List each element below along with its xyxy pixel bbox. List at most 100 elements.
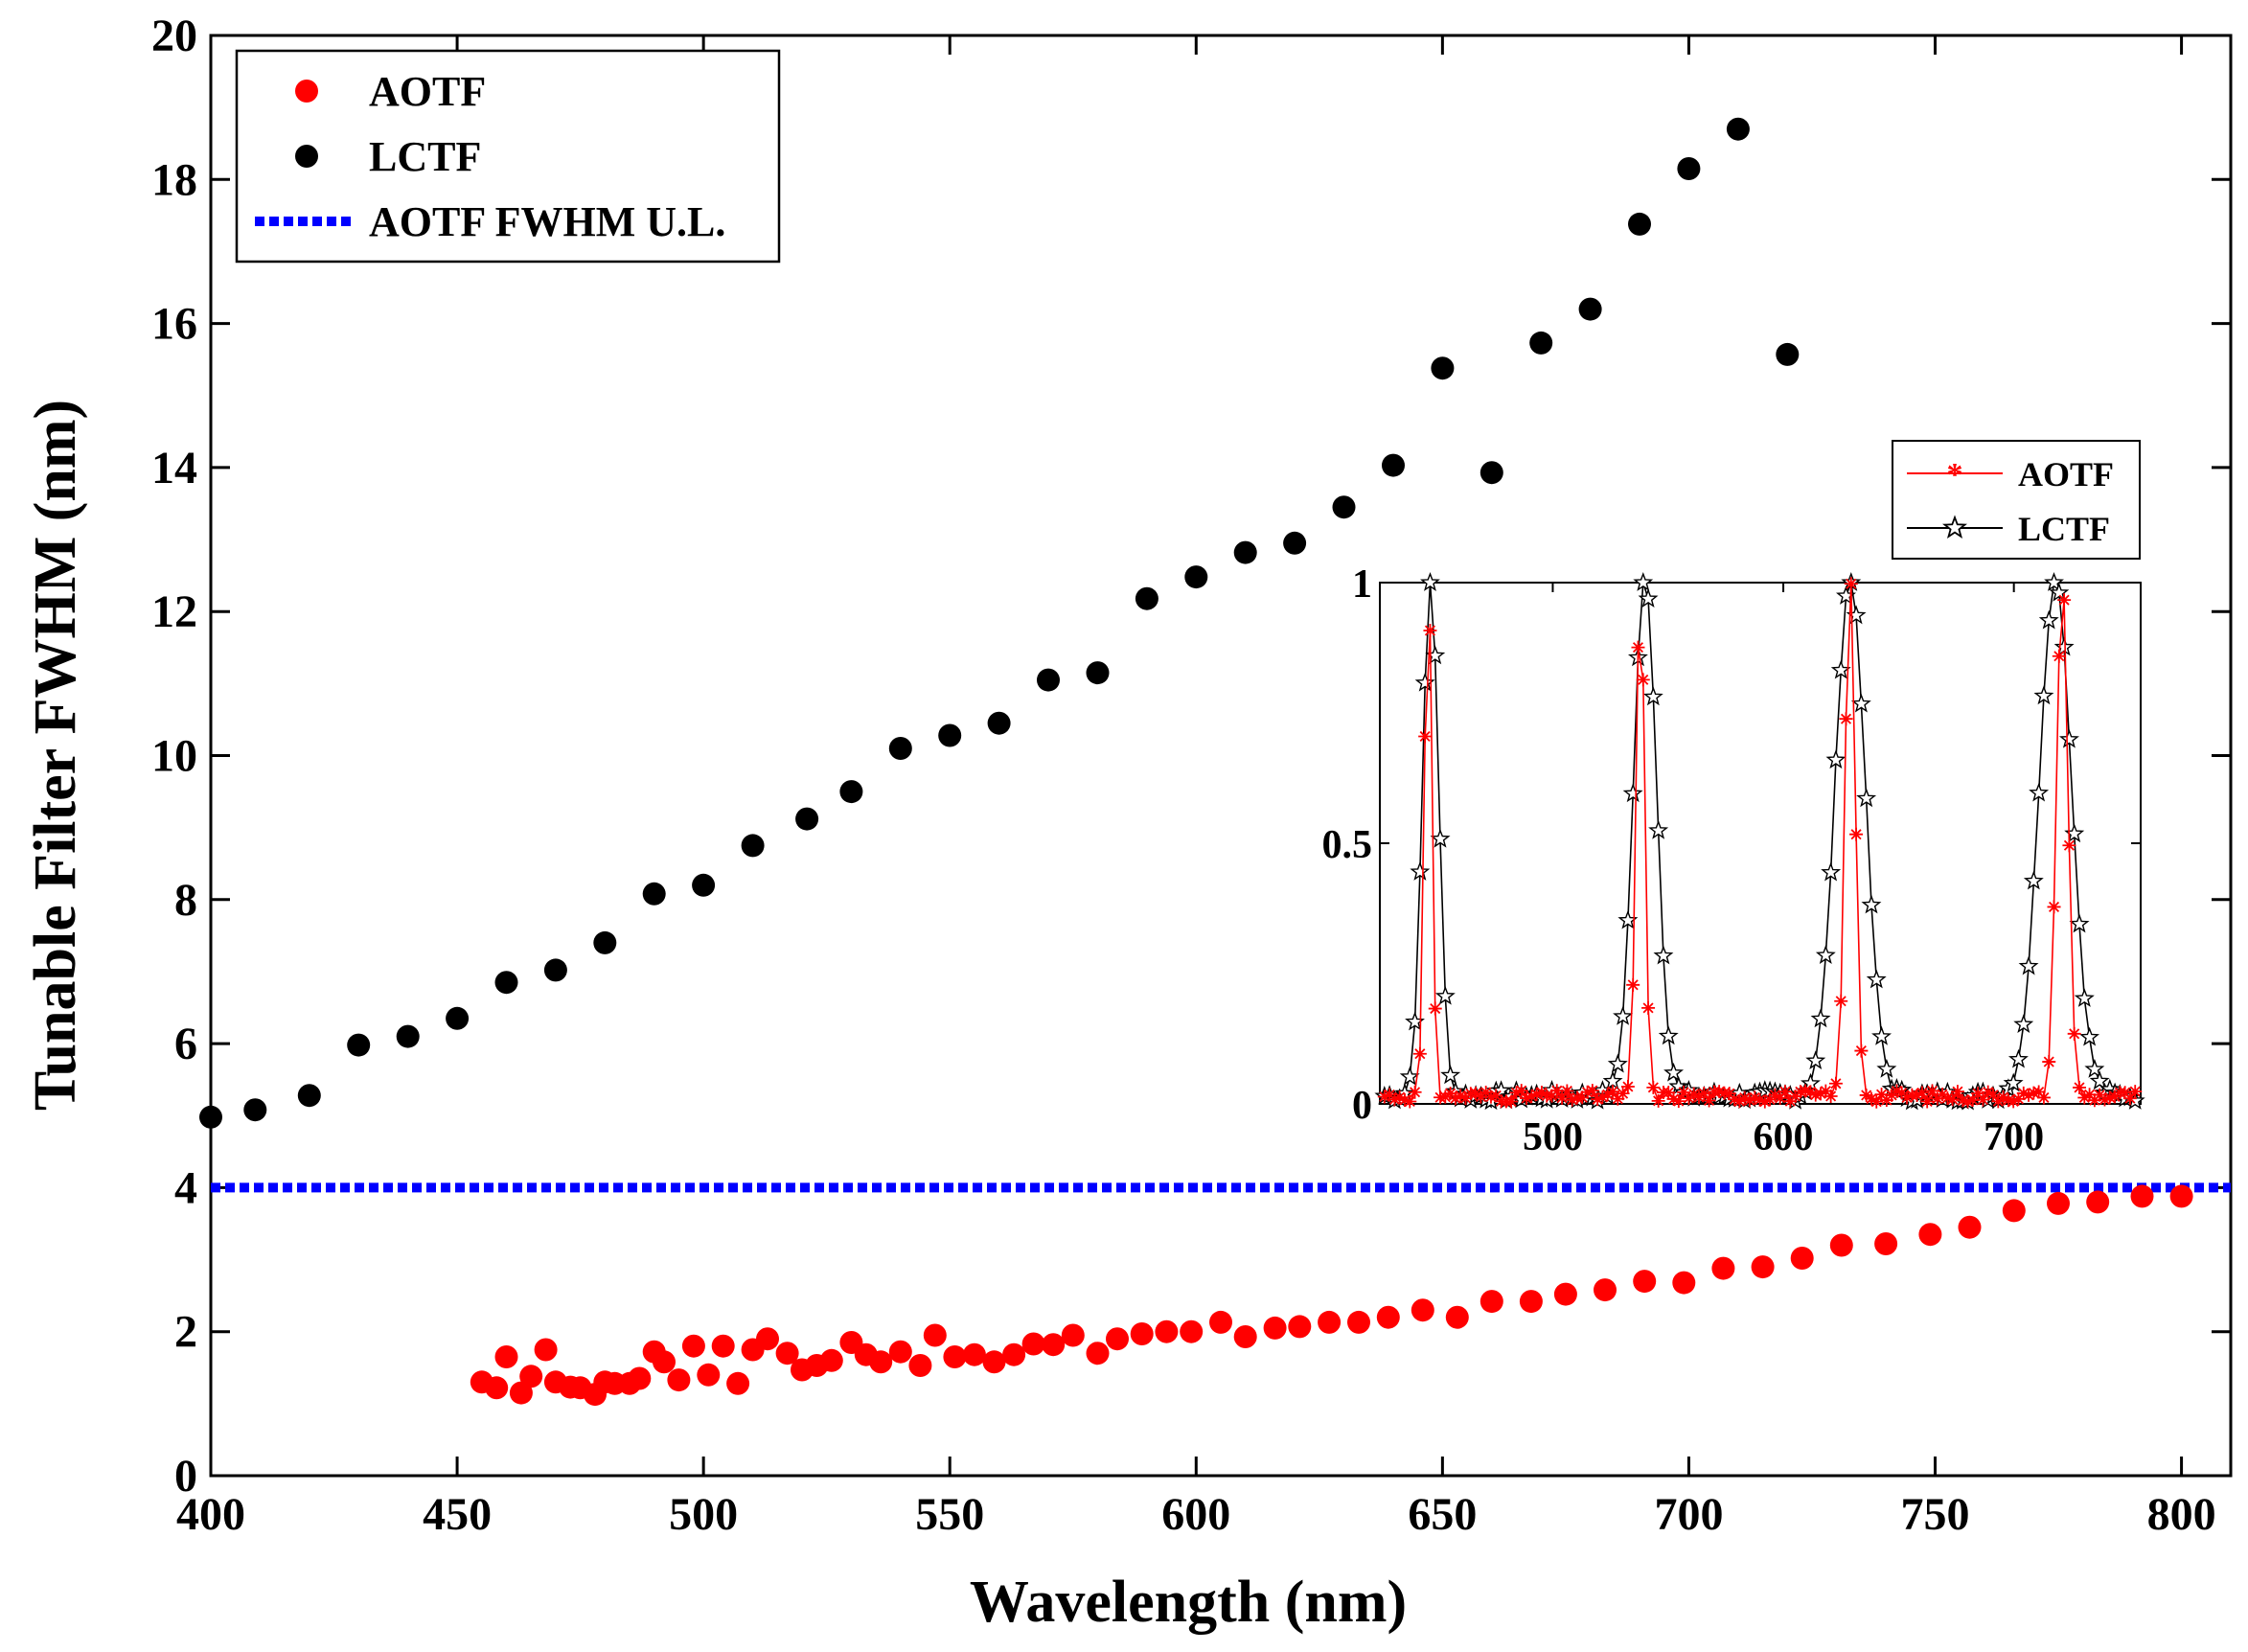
aotf-point	[494, 1345, 518, 1368]
x-tick-label: 650	[1408, 1489, 1477, 1540]
lctf-point	[243, 1098, 267, 1122]
inset-lctf-marker	[2084, 1058, 2105, 1078]
aotf-point	[1751, 1255, 1775, 1279]
inset-lctf-marker	[1399, 1066, 1420, 1086]
inset-aotf-marker	[1403, 1094, 1417, 1109]
inset-lctf-marker	[1653, 945, 1674, 965]
lctf-point	[1628, 212, 1651, 236]
inset-aotf-marker	[2082, 1088, 2097, 1102]
main-series-layer	[199, 117, 2231, 1407]
lctf-point	[543, 958, 567, 982]
inset-aotf-marker	[1600, 1088, 1615, 1102]
inset-aotf-marker	[1606, 1085, 1620, 1099]
aotf-point	[2130, 1184, 2154, 1208]
aotf-point	[1958, 1215, 1982, 1239]
inset-lctf-marker	[1663, 1062, 1685, 1082]
inset-aotf-marker	[1392, 1090, 1407, 1104]
lctf-point	[1431, 356, 1455, 380]
inset-legend: * AOTF LCTF	[1892, 440, 2141, 560]
inset-lctf-marker	[1642, 686, 1663, 706]
inset-aotf-marker	[2067, 1026, 2081, 1041]
lctf-point	[593, 930, 617, 954]
inset-aotf-marker	[1585, 1084, 1599, 1098]
inset-lctf-marker	[1648, 819, 1669, 839]
inset-aotf-marker	[1844, 577, 1858, 591]
inset-aotf-marker	[2077, 1090, 2092, 1105]
inset-legend-box	[1892, 440, 2141, 560]
x-tick-label: 800	[2147, 1489, 2216, 1540]
inset-aotf-marker	[1662, 1086, 1676, 1100]
inset-aotf-marker	[1438, 1090, 1453, 1104]
inset-legend-marker-aotf: *	[1947, 457, 1963, 493]
legend-label-upper-limit: AOTF FWHM U.L.	[369, 198, 725, 245]
aotf-point	[2086, 1190, 2110, 1214]
inset-aotf-marker	[1722, 1087, 1736, 1101]
aotf-point	[756, 1327, 779, 1351]
inset-aotf-marker	[1712, 1085, 1727, 1099]
inset-aotf-marker	[1529, 1087, 1544, 1101]
inset-aotf-marker	[1418, 729, 1433, 744]
inset-aotf-marker	[1930, 1091, 1944, 1106]
inset-lctf-marker	[2089, 1070, 2110, 1090]
inset-lctf-marker	[2023, 870, 2044, 890]
lctf-point	[1776, 342, 1800, 366]
aotf-point	[888, 1340, 912, 1364]
inset-lctf-marker	[1638, 588, 1659, 608]
inset-aotf-marker	[1986, 1088, 2001, 1102]
inset-aotf-marker	[1894, 1086, 1909, 1100]
inset-aotf-marker	[1428, 1001, 1442, 1016]
inset-aotf-marker	[1611, 1091, 1625, 1106]
inset-lctf-marker	[1861, 894, 1882, 914]
inset-aotf-marker	[1626, 977, 1640, 992]
aotf-point	[923, 1323, 947, 1347]
lctf-point	[1037, 668, 1060, 692]
aotf-point	[1376, 1305, 1400, 1329]
aotf-point	[1130, 1322, 1154, 1345]
inset-lctf-marker	[1830, 659, 1851, 679]
inset-aotf-marker	[1469, 1086, 1483, 1100]
lctf-point	[1233, 540, 1257, 564]
lctf-point	[692, 873, 716, 897]
x-tick-label: 700	[1654, 1489, 1723, 1540]
inset-aotf-marker	[1925, 1084, 1939, 1098]
inset-lctf-marker	[1613, 1005, 1634, 1025]
inset-aotf-marker	[2057, 593, 2072, 608]
inset-aotf-marker	[1763, 1092, 1778, 1107]
inset-lctf-marker	[1658, 1025, 1679, 1045]
aotf-point	[943, 1345, 967, 1368]
inset-aotf-marker	[1388, 1092, 1402, 1107]
aotf-point	[908, 1354, 932, 1377]
aotf-point	[1002, 1342, 1026, 1366]
inset-lctf-marker	[2069, 913, 2090, 933]
inset-aotf-marker	[1520, 1091, 1534, 1106]
aotf-point	[1918, 1223, 1942, 1247]
inset-aotf-marker	[1890, 1084, 1904, 1098]
aotf-point	[1042, 1333, 1066, 1357]
inset-lctf-marker	[1825, 749, 1847, 769]
inset-lctf-marker	[1440, 1065, 1461, 1085]
aotf-point	[1347, 1310, 1370, 1334]
inset-x-tick-label: 600	[1754, 1115, 1814, 1159]
y-tick-label: 6	[174, 1019, 197, 1069]
y-tick-label: 14	[151, 443, 197, 493]
aotf-point	[1445, 1305, 1469, 1329]
inset-aotf-marker	[2016, 1086, 2030, 1100]
aotf-point	[1155, 1319, 1179, 1343]
inset-chart: 500 600 700 0 0.5 1 * AOTF LCTF	[1322, 440, 2145, 1159]
aotf-point	[1790, 1247, 1814, 1270]
inset-y-tick-label: 0	[1352, 1084, 1372, 1128]
inset-aotf-marker	[1454, 1089, 1468, 1103]
aotf-point	[1594, 1278, 1617, 1302]
x-tick-label: 550	[915, 1489, 984, 1540]
inset-aotf-marker	[1677, 1085, 1691, 1099]
x-axis-title: Wavelength (nm)	[970, 1570, 1407, 1635]
inset-aotf-marker	[1565, 1092, 1579, 1107]
inset-aotf-marker	[2087, 1093, 2101, 1108]
lctf-point	[1086, 661, 1110, 685]
inset-aotf-marker	[1671, 1094, 1686, 1109]
inset-aotf-marker	[1545, 1089, 1559, 1103]
aotf-point	[1021, 1332, 1045, 1356]
inset-lctf-marker	[1410, 860, 1431, 881]
inset-lctf-marker	[2013, 1014, 2034, 1034]
